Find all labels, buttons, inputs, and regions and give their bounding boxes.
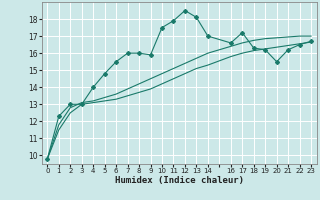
X-axis label: Humidex (Indice chaleur): Humidex (Indice chaleur) [115, 176, 244, 185]
